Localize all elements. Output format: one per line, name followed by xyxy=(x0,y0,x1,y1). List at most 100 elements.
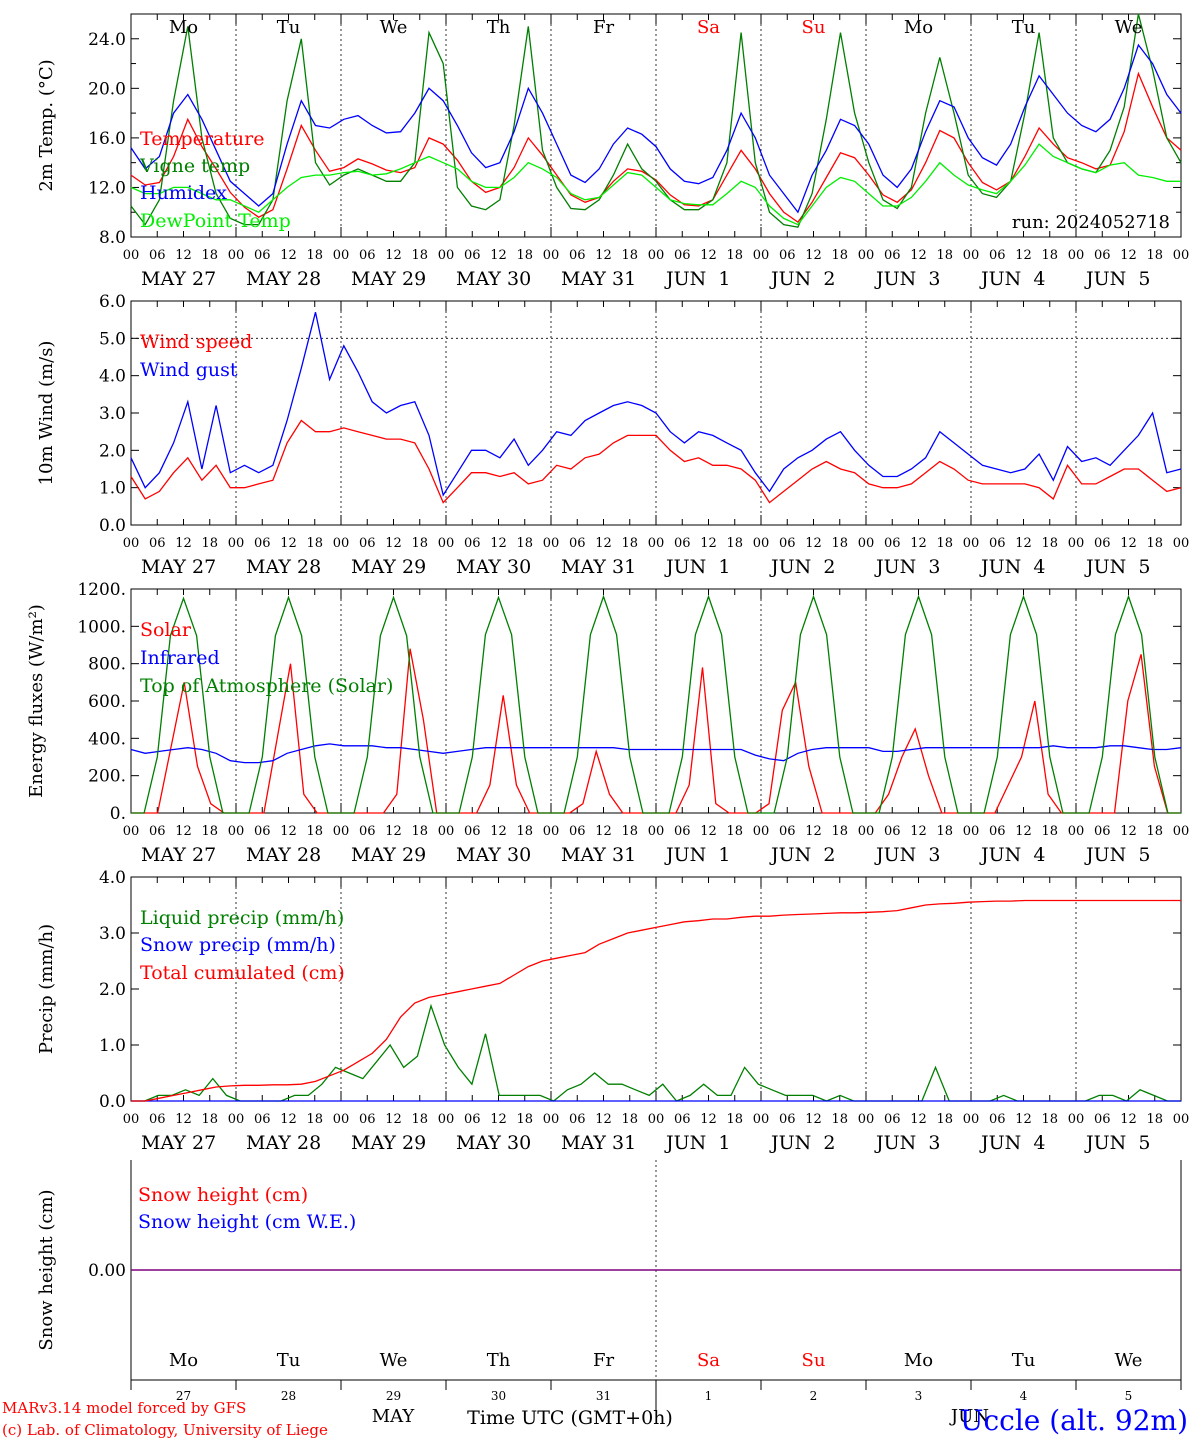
y-tick-label: 6.0 xyxy=(99,292,126,312)
hour-tick-label: 00 xyxy=(963,536,980,551)
date-label: MAY 27 xyxy=(141,1132,216,1154)
legend-entry: Snow precip (mm/h) xyxy=(140,934,336,956)
day-name-bottom: Su xyxy=(802,1350,826,1371)
day-name-top: Tu xyxy=(1012,17,1036,38)
hour-tick-label: 06 xyxy=(464,536,481,551)
hour-tick-label: 00 xyxy=(543,824,560,839)
hour-tick-label: 06 xyxy=(359,536,376,551)
series-line xyxy=(131,899,1181,1102)
day-number: 1 xyxy=(705,1389,713,1403)
legend-entry: Temperature xyxy=(140,128,264,150)
hour-tick-label: 18 xyxy=(936,1112,953,1127)
date-label: MAY 31 xyxy=(561,268,636,290)
hour-tick-label: 00 xyxy=(963,824,980,839)
hour-tick-label: 18 xyxy=(621,1112,638,1127)
hour-tick-label: 18 xyxy=(726,248,743,263)
hour-tick-label: 00 xyxy=(963,1112,980,1127)
date-label: MAY 29 xyxy=(351,844,426,866)
day-name-top: Th xyxy=(487,17,511,38)
hour-tick-label: 12 xyxy=(595,824,612,839)
day-name-bottom: Th xyxy=(487,1350,511,1371)
hour-tick-label: 00 xyxy=(648,248,665,263)
legend-entry: Humidex xyxy=(140,182,227,204)
hour-tick-label: 12 xyxy=(700,1112,717,1127)
hour-tick-label: 12 xyxy=(490,248,507,263)
date-label: JUN 1 xyxy=(664,268,730,290)
date-label: JUN 3 xyxy=(874,268,940,290)
hour-tick-label: 06 xyxy=(359,1112,376,1127)
hour-tick-label: 00 xyxy=(1173,824,1190,839)
series-line xyxy=(130,143,1181,226)
day-name-bottom: Mo xyxy=(169,1350,198,1371)
hour-tick-label: 18 xyxy=(201,536,218,551)
hour-tick-label: 12 xyxy=(910,824,927,839)
day-name-top: Mo xyxy=(169,17,198,38)
hour-tick-label: 06 xyxy=(989,1112,1006,1127)
date-label: JUN 5 xyxy=(1084,1132,1150,1154)
y-tick-label: 2.0 xyxy=(99,980,126,1000)
hour-tick-label: 00 xyxy=(1068,536,1085,551)
hour-tick-label: 12 xyxy=(1120,536,1137,551)
hour-tick-label: 06 xyxy=(989,824,1006,839)
panel-3: 0.0 1.0 2.0 3.0 4.0 Precip (mm/h) Liquid preci… xyxy=(36,868,1189,1154)
hour-tick-label: 00 xyxy=(333,248,350,263)
day-name-bottom: We xyxy=(1115,1350,1143,1371)
hour-tick-label: 18 xyxy=(516,248,533,263)
series-line xyxy=(130,43,1182,214)
hour-tick-label: 00 xyxy=(1173,536,1190,551)
hour-tick-label: 12 xyxy=(385,1112,402,1127)
hour-tick-label: 00 xyxy=(963,248,980,263)
hour-tick-label: 06 xyxy=(1094,824,1111,839)
series-line xyxy=(130,13,1182,228)
date-label: JUN 4 xyxy=(979,844,1045,866)
hour-tick-label: 06 xyxy=(779,536,796,551)
hour-tick-label: 12 xyxy=(280,824,297,839)
date-label: MAY 30 xyxy=(456,268,531,290)
hour-tick-label: 12 xyxy=(1015,1112,1032,1127)
hour-tick-label: 06 xyxy=(1094,1112,1111,1127)
legend-entry: Infrared xyxy=(140,647,220,669)
hour-tick-label: 12 xyxy=(1015,536,1032,551)
hour-tick-label: 00 xyxy=(753,824,770,839)
date-label: MAY 31 xyxy=(561,556,636,578)
hour-tick-label: 12 xyxy=(175,1112,192,1127)
day-name-bottom: Tu xyxy=(277,1350,301,1371)
hour-tick-label: 00 xyxy=(1173,1112,1190,1127)
date-label: JUN 4 xyxy=(979,1132,1045,1154)
y-tick-label: 0.00 xyxy=(88,1261,126,1281)
date-label: JUN 4 xyxy=(979,556,1045,578)
hour-tick-label: 12 xyxy=(595,536,612,551)
hour-tick-label: 12 xyxy=(1015,824,1032,839)
legend-entry: Liquid precip (mm/h) xyxy=(140,907,344,929)
hour-tick-label: 12 xyxy=(1120,824,1137,839)
hour-tick-label: 12 xyxy=(700,536,717,551)
date-label: MAY 29 xyxy=(351,268,426,290)
hour-tick-label: 12 xyxy=(490,824,507,839)
day-number: 5 xyxy=(1125,1389,1133,1403)
hour-tick-label: 12 xyxy=(175,248,192,263)
date-label: JUN 3 xyxy=(874,1132,940,1154)
hour-tick-label: 00 xyxy=(648,536,665,551)
hour-tick-label: 06 xyxy=(989,248,1006,263)
hour-tick-label: 18 xyxy=(831,1112,848,1127)
y-tick-label: 0. xyxy=(110,804,126,824)
date-label: MAY 29 xyxy=(351,1132,426,1154)
hour-tick-label: 18 xyxy=(831,536,848,551)
hour-tick-label: 06 xyxy=(674,248,691,263)
hour-tick-label: 18 xyxy=(306,536,323,551)
hour-tick-label: 06 xyxy=(464,1112,481,1127)
hour-tick-label: 00 xyxy=(1068,248,1085,263)
day-name-bottom: Sa xyxy=(697,1350,720,1371)
hour-tick-label: 06 xyxy=(989,536,1006,551)
date-label: JUN 3 xyxy=(874,844,940,866)
hour-tick-label: 00 xyxy=(123,1112,140,1127)
y-tick-label: 1000. xyxy=(77,617,126,637)
hour-tick-label: 06 xyxy=(149,248,166,263)
hour-tick-label: 00 xyxy=(123,824,140,839)
hour-tick-label: 00 xyxy=(858,536,875,551)
legend-entry: Snow height (cm W.E.) xyxy=(138,1211,356,1233)
hour-tick-label: 12 xyxy=(385,536,402,551)
station-label: Uccle (alt. 92m) xyxy=(960,1404,1188,1437)
hour-tick-label: 00 xyxy=(858,248,875,263)
hour-tick-label: 18 xyxy=(621,248,638,263)
